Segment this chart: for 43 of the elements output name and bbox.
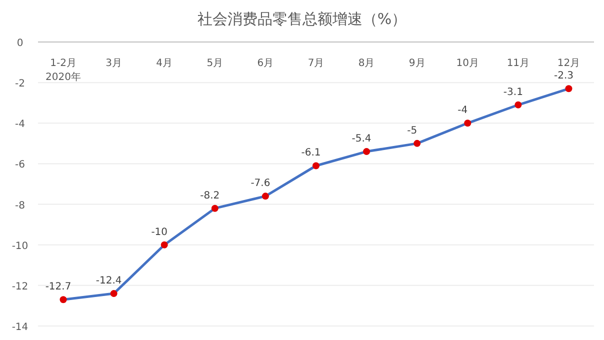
y-tick-label: -8 <box>15 200 25 212</box>
y-tick-label: -2 <box>15 78 25 90</box>
point <box>514 101 522 108</box>
x-tick-label: 3月 <box>106 58 122 69</box>
data-label: -7.6 <box>250 178 270 190</box>
x-tick-label: 10月 <box>456 58 480 69</box>
data-label: -10 <box>151 226 168 238</box>
chart-title: 社会消费品零售总额增速（%） <box>197 10 407 28</box>
point <box>414 140 421 147</box>
point <box>60 296 67 304</box>
point <box>363 148 370 156</box>
point <box>464 120 472 127</box>
point <box>312 162 320 170</box>
point <box>160 241 168 248</box>
point <box>211 204 218 212</box>
y-tick-label: -14 <box>12 322 28 333</box>
x-tick-label: 8月 <box>358 58 375 69</box>
data-label: -3.1 <box>503 86 523 98</box>
data-label: -4 <box>458 105 468 116</box>
y-tick-label: -4 <box>15 119 25 130</box>
point <box>262 192 269 200</box>
data-label: -8.2 <box>200 190 220 202</box>
x-tick-label: 1-2月 <box>50 58 76 69</box>
y-tick-label: -10 <box>12 240 28 252</box>
y-tick-label: -6 <box>15 160 25 171</box>
annotation: 2020年 <box>46 71 81 83</box>
data-label: -12.4 <box>96 276 122 287</box>
y-tick-label: 0 <box>16 38 24 49</box>
data-label: -12.7 <box>45 282 72 293</box>
data-label: -5.4 <box>352 134 372 145</box>
data-label: -5 <box>407 125 418 136</box>
x-tick-label: 4月 <box>156 58 173 69</box>
x-tick-label: 9月 <box>408 58 426 69</box>
data-label: -2.3 <box>554 70 574 82</box>
x-tick-label: 5月 <box>206 58 224 69</box>
point <box>110 290 118 298</box>
y-tick-label: -12 <box>12 281 28 292</box>
point <box>565 85 572 92</box>
x-tick-label: 11月 <box>506 58 530 69</box>
data-label: -6.1 <box>301 148 321 159</box>
x-tick-label: 6月 <box>257 58 274 69</box>
x-tick-label: 12月 <box>557 58 580 69</box>
x-tick-label: 7月 <box>308 58 324 69</box>
